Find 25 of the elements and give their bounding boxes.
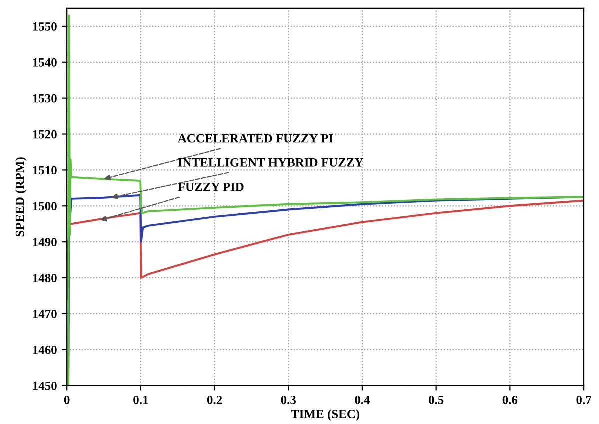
line-series (67, 200, 584, 301)
x-tick-label: 0.7 (576, 396, 592, 404)
x-tick-label: 0.5 (428, 396, 444, 404)
x-axis-title: TIME (SEC) (291, 410, 360, 422)
y-tick-label: 1490 (33, 238, 57, 247)
y-axis-title: SPEED (RPM) (15, 158, 27, 237)
x-tick-label: 0.4 (355, 396, 370, 404)
y-tick-label: 1480 (33, 274, 57, 282)
x-tick-label: 0.6 (502, 396, 518, 404)
x-tick-label: 0.1 (134, 396, 148, 404)
y-tick-label: 1460 (33, 346, 57, 354)
x-tick-label: 0.2 (207, 396, 222, 404)
annotation: FUZZY PID (178, 182, 244, 192)
y-tick-label: 1540 (33, 58, 57, 67)
y-tick-label: 1470 (33, 310, 57, 318)
annotation: INTELLIGENT HYBRID FUZZY (178, 158, 364, 167)
y-tick-label: 1550 (33, 22, 57, 31)
x-tick-label: 0 (64, 396, 70, 404)
y-tick-label: 1510 (33, 166, 57, 175)
y-tick-label: 1530 (33, 94, 57, 103)
y-tick-label: 1450 (33, 382, 57, 390)
y-tick-label: 1500 (33, 202, 57, 211)
y-tick-label: 1520 (33, 130, 57, 139)
annotation: ACCELERATED FUZZY PI (178, 134, 334, 143)
x-tick-label: 0.3 (281, 396, 296, 404)
